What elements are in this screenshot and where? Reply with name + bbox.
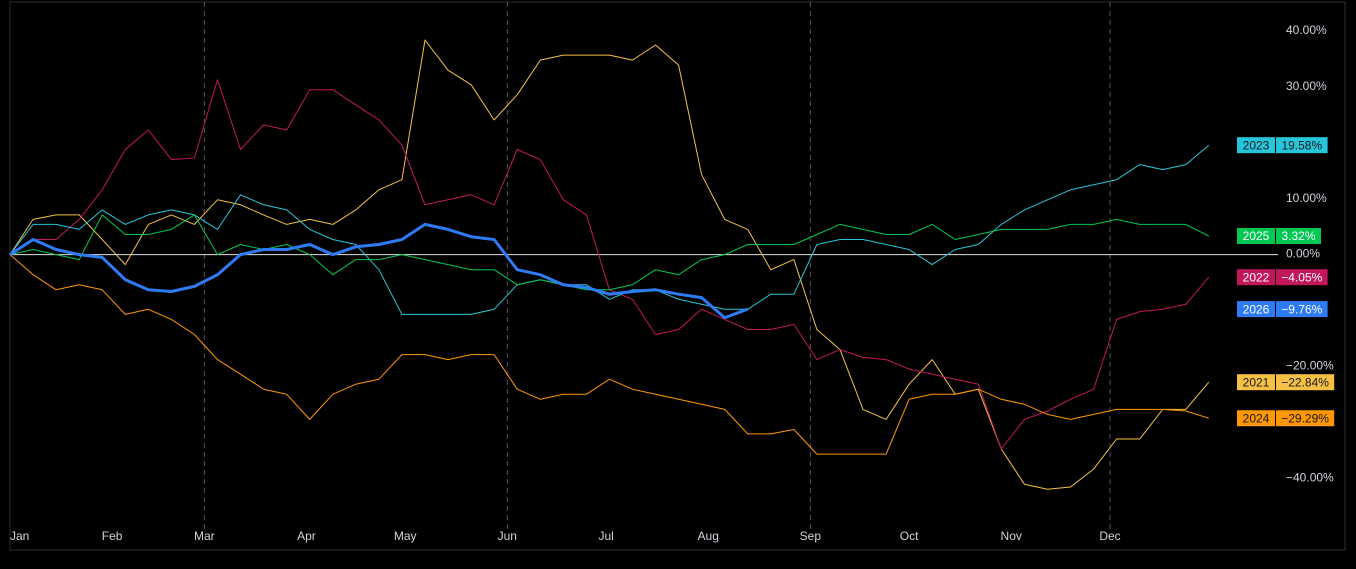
badge-name-bg [1237, 301, 1275, 318]
legend-label: 2023 [1243, 138, 1270, 152]
legend-label: 2025 [1243, 229, 1270, 243]
series-line [9, 144, 1210, 315]
end-badge: 2022 −4.05% [1237, 269, 1328, 286]
x-tick-label: Oct [900, 529, 919, 543]
end-badge: 2025 3.32% [1237, 228, 1321, 245]
badge-name-bg [1237, 410, 1275, 427]
badge-value-bg [1276, 137, 1328, 154]
end-value-label: 3.32% [1281, 229, 1315, 243]
end-badge: 2021 −22.84% [1237, 374, 1335, 391]
series-line [9, 222, 749, 320]
y-tick-label: 10.00% [1286, 191, 1327, 205]
badge-name-bg [1237, 137, 1275, 154]
end-value-label: −9.76% [1281, 302, 1322, 316]
x-tick-label: Dec [1099, 529, 1120, 543]
series-line [9, 254, 1209, 455]
badge-value-bg [1276, 410, 1335, 427]
x-tick-label: May [394, 529, 417, 543]
legend-label: 2021 [1243, 375, 1270, 389]
x-tick-label: Apr [297, 529, 316, 543]
badge-value-bg [1276, 301, 1328, 318]
y-tick-label: 0.00% [1286, 247, 1320, 261]
badge-value-bg [1276, 228, 1321, 245]
x-tick-label: Jul [598, 529, 613, 543]
y-tick-label: −20.00% [1286, 359, 1334, 373]
y-tick-label: −40.00% [1286, 470, 1334, 484]
end-badge: 2024 −29.29% [1237, 410, 1335, 427]
end-value-label: −22.84% [1281, 375, 1329, 389]
badge-name-bg [1237, 269, 1275, 286]
end-value-label: −29.29% [1281, 411, 1329, 425]
x-tick-label: Jun [498, 529, 517, 543]
legend-label: 2026 [1243, 302, 1270, 316]
badge-name-bg [1237, 228, 1275, 245]
end-badge: 2026 −9.76% [1237, 301, 1328, 318]
end-badge: 2023 19.58% [1237, 137, 1328, 154]
x-tick-label: Mar [194, 529, 215, 543]
y-tick-label: 30.00% [1286, 79, 1327, 93]
x-tick-label: Nov [1001, 529, 1022, 543]
badge-name-bg [1237, 374, 1275, 391]
x-tick-label: Aug [698, 529, 719, 543]
y-tick-label: 40.00% [1286, 23, 1327, 37]
legend-label: 2022 [1243, 270, 1270, 284]
series-line [9, 39, 1210, 490]
x-tick-label: Feb [102, 529, 123, 543]
chart-frame [9, 1, 1346, 551]
legend-label: 2024 [1243, 411, 1270, 425]
end-value-label: −4.05% [1281, 270, 1322, 284]
end-value-label: 19.58% [1281, 138, 1322, 152]
badge-value-bg [1276, 374, 1335, 391]
badge-value-bg [1276, 269, 1328, 286]
x-tick-label: Sep [800, 529, 822, 543]
series-line [9, 214, 1210, 291]
x-tick-label: Jan [10, 529, 29, 543]
